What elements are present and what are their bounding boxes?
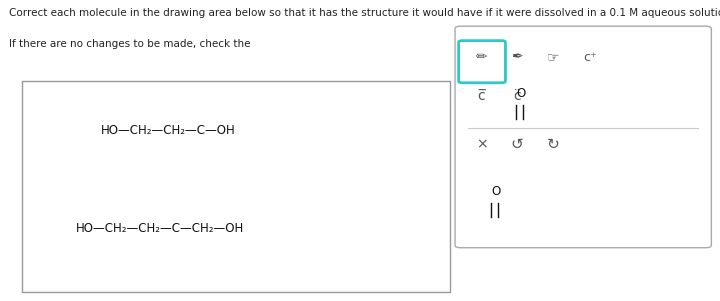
Text: ✏: ✏ bbox=[476, 50, 487, 64]
Text: Correct each molecule in the drawing area below so that it has the structure it : Correct each molecule in the drawing are… bbox=[9, 8, 720, 17]
Text: If there are no changes to be made, check the: If there are no changes to be made, chec… bbox=[9, 39, 253, 49]
Text: ☞: ☞ bbox=[546, 50, 559, 64]
FancyBboxPatch shape bbox=[22, 81, 450, 292]
Text: c⁺: c⁺ bbox=[584, 51, 597, 64]
FancyBboxPatch shape bbox=[459, 41, 505, 83]
Text: ↺: ↺ bbox=[510, 137, 523, 152]
Text: HO—CH₂—CH₂—C—OH: HO—CH₂—CH₂—C—OH bbox=[101, 124, 235, 138]
Text: ×: × bbox=[476, 138, 487, 151]
Text: ↻: ↻ bbox=[546, 137, 559, 152]
Text: O: O bbox=[516, 87, 526, 100]
Text: c̈: c̈ bbox=[513, 89, 521, 103]
FancyBboxPatch shape bbox=[455, 26, 711, 248]
Text: ✒: ✒ bbox=[511, 50, 523, 64]
Text: c̅: c̅ bbox=[478, 89, 485, 103]
Text: HO—CH₂—CH₂—C—CH₂—OH: HO—CH₂—CH₂—C—CH₂—OH bbox=[76, 222, 244, 235]
Text: O: O bbox=[491, 185, 500, 198]
